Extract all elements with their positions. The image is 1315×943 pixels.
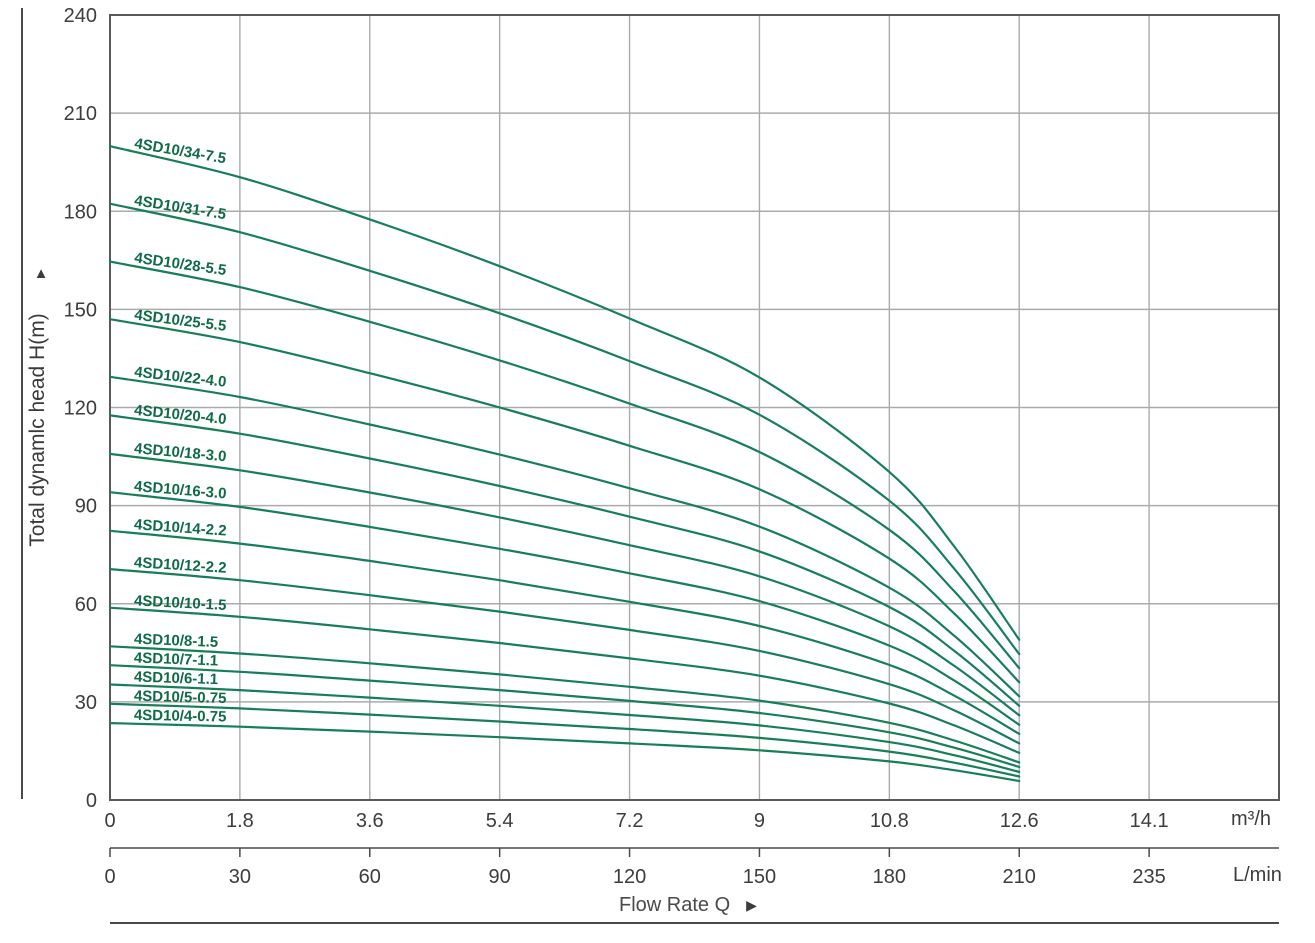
pump-curve — [108, 491, 1021, 726]
y-tick-label: 60 — [75, 594, 97, 616]
x-tick-label-m3h: 7.2 — [616, 810, 644, 832]
x-tick-label-lmin: 30 — [229, 866, 251, 888]
y-tick-label: 210 — [64, 103, 97, 125]
x-tick-label-lmin: 60 — [359, 866, 381, 888]
pump-curve — [108, 683, 1021, 773]
x-tick-label-m3h: 3.6 — [356, 810, 384, 832]
x-tick-label-lmin: 235 — [1132, 866, 1165, 888]
x-tick-label-m3h: 0 — [104, 810, 115, 832]
y-tick-label: 30 — [75, 692, 97, 714]
pump-curve — [108, 702, 1021, 778]
curve-label: 4SD10/14-2.2 — [134, 516, 228, 539]
pump-curve — [108, 375, 1021, 698]
x-tick-label-lmin: 120 — [613, 866, 646, 888]
x-tick-label-lmin: 90 — [489, 866, 511, 888]
x-tick-label-lmin: 210 — [1003, 866, 1036, 888]
curve-label: 4SD10/4-0.75 — [134, 707, 227, 726]
pump-curve — [108, 722, 1021, 783]
x-axis-title: Flow Rate Q ▶ — [619, 894, 757, 917]
y-axis-title: Total dynamlc head H(m) — [26, 313, 49, 547]
x-tick-label-m3h: 9 — [754, 810, 765, 832]
pump-curve — [108, 202, 1021, 656]
x-tick-label-m3h: 1.8 — [226, 810, 254, 832]
x-tick-label-lmin: 0 — [104, 866, 115, 888]
curve-label: 4SD10/5-0.75 — [134, 688, 227, 707]
x-tick-label-lmin: 150 — [743, 866, 776, 888]
x-tick-label-m3h: 5.4 — [486, 810, 514, 832]
pump-curve — [108, 145, 1021, 641]
bottom-rule — [110, 922, 1279, 924]
plot-border — [109, 14, 1280, 801]
pump-curve — [108, 568, 1021, 745]
curve-label: 4SD10/7-1.1 — [134, 649, 219, 669]
y-tick-label: 0 — [86, 790, 97, 812]
curve-label: 4SD10/12-2.2 — [134, 554, 227, 577]
x-tick-label-m3h: 12.6 — [1000, 810, 1039, 832]
pump-curve — [108, 260, 1021, 670]
y-axis-arrow-icon: ▲ — [33, 265, 49, 282]
y-tick-label: 150 — [64, 299, 97, 321]
x-axis-title-text: Flow Rate Q — [619, 894, 731, 916]
curve-label: 4SD10/8-1.5 — [134, 631, 219, 651]
y-tick-label: 90 — [75, 496, 97, 518]
x-axis-unit-m3h: m³/h — [1231, 808, 1271, 830]
curve-label: 4SD10/10-1.5 — [134, 592, 227, 614]
pump-curve — [108, 645, 1021, 764]
y-tick-label: 180 — [64, 201, 97, 223]
y-tick-label: 240 — [64, 5, 97, 27]
pump-curve — [108, 606, 1021, 754]
x-tick-label-m3h: 10.8 — [870, 810, 909, 832]
x-tick-label-lmin: 180 — [873, 866, 906, 888]
pump-curve — [108, 664, 1021, 769]
curve-label: 4SD10/6-1.1 — [134, 669, 219, 689]
pump-curve — [108, 452, 1021, 717]
x-axis-arrow-icon: ▶ — [746, 897, 757, 913]
pump-curve — [108, 318, 1021, 684]
x-axis-unit-lmin: L/min — [1233, 864, 1282, 886]
x-tick-label-m3h: 14.1 — [1130, 810, 1169, 832]
pump-curve — [108, 529, 1021, 735]
pump-curve — [108, 414, 1021, 707]
y-tick-label: 120 — [64, 398, 97, 420]
y-axis-rule — [21, 8, 23, 799]
